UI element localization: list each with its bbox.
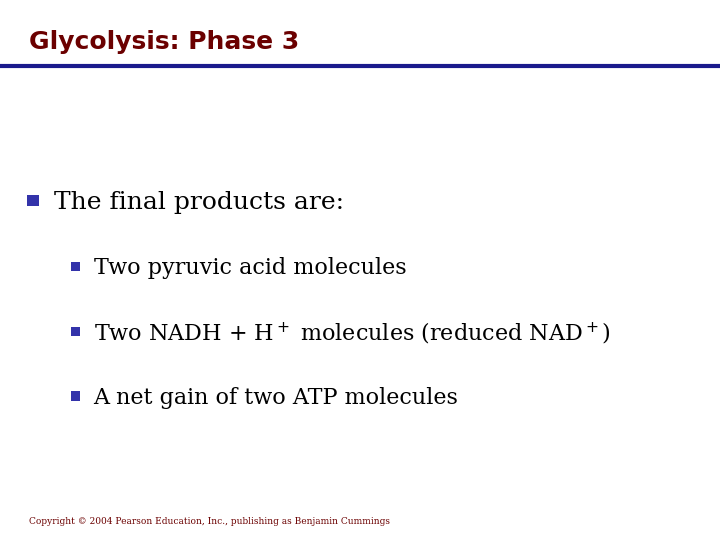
Text: Glycolysis: Phase 3: Glycolysis: Phase 3 [29,30,299,53]
FancyBboxPatch shape [71,262,80,271]
Text: A net gain of two ATP molecules: A net gain of two ATP molecules [94,387,459,409]
Text: Copyright © 2004 Pearson Education, Inc., publishing as Benjamin Cummings: Copyright © 2004 Pearson Education, Inc.… [29,517,390,526]
FancyBboxPatch shape [71,327,80,336]
FancyBboxPatch shape [71,392,80,401]
Text: Two NADH + H$^+$ molecules (reduced NAD$^+$): Two NADH + H$^+$ molecules (reduced NAD$… [94,320,611,346]
Text: The final products are:: The final products are: [54,191,344,214]
FancyBboxPatch shape [27,195,39,206]
Text: Two pyruvic acid molecules: Two pyruvic acid molecules [94,257,406,279]
